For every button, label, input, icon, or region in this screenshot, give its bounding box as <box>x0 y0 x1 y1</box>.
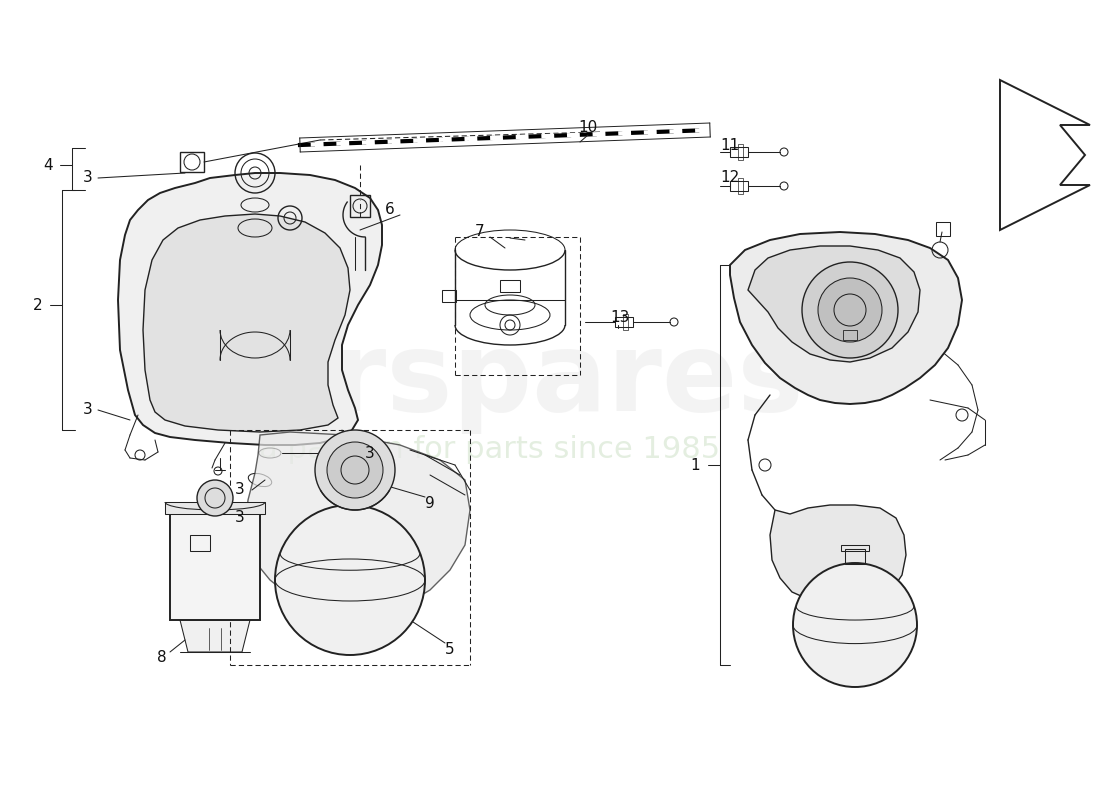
Text: 6: 6 <box>385 202 395 218</box>
Text: 3: 3 <box>84 402 92 418</box>
Bar <box>730 147 748 157</box>
Text: 1: 1 <box>690 458 700 473</box>
Text: 8: 8 <box>157 650 167 666</box>
Text: 3: 3 <box>235 482 245 498</box>
Text: 3: 3 <box>365 446 375 461</box>
Bar <box>845 549 865 564</box>
Circle shape <box>315 430 395 510</box>
Bar <box>730 181 748 191</box>
Text: 2: 2 <box>33 298 43 313</box>
Circle shape <box>327 442 383 498</box>
Bar <box>350 195 370 217</box>
Bar <box>738 178 742 194</box>
Circle shape <box>802 262 898 358</box>
Polygon shape <box>143 214 350 432</box>
Bar <box>843 330 857 340</box>
Circle shape <box>818 278 882 342</box>
Text: 3: 3 <box>84 170 92 186</box>
Circle shape <box>275 505 425 655</box>
Text: 3: 3 <box>235 510 245 526</box>
Bar <box>336 487 364 493</box>
Polygon shape <box>770 505 906 604</box>
Text: 12: 12 <box>720 170 739 186</box>
Polygon shape <box>180 620 250 652</box>
Bar <box>442 290 456 302</box>
Bar <box>936 222 950 236</box>
Bar <box>615 317 632 327</box>
Text: 10: 10 <box>579 121 597 135</box>
Text: 11: 11 <box>720 138 739 153</box>
Bar <box>180 152 204 172</box>
Polygon shape <box>730 232 962 404</box>
Text: 5: 5 <box>446 642 454 658</box>
Bar <box>842 545 869 551</box>
Text: a passion for parts since 1985: a passion for parts since 1985 <box>260 435 720 465</box>
Circle shape <box>197 480 233 516</box>
Bar <box>170 510 260 620</box>
Bar <box>738 144 742 160</box>
Text: 7: 7 <box>475 225 485 239</box>
Polygon shape <box>748 246 920 362</box>
Bar <box>340 491 360 506</box>
Polygon shape <box>118 173 382 445</box>
Circle shape <box>793 563 917 687</box>
Text: 4: 4 <box>43 158 53 173</box>
Text: 13: 13 <box>610 310 629 326</box>
Bar <box>190 535 210 551</box>
Bar <box>623 314 628 330</box>
Text: 9: 9 <box>425 495 435 510</box>
Polygon shape <box>245 432 470 615</box>
Text: eurspares: eurspares <box>177 326 803 434</box>
Bar <box>165 502 265 514</box>
Bar <box>500 280 520 292</box>
